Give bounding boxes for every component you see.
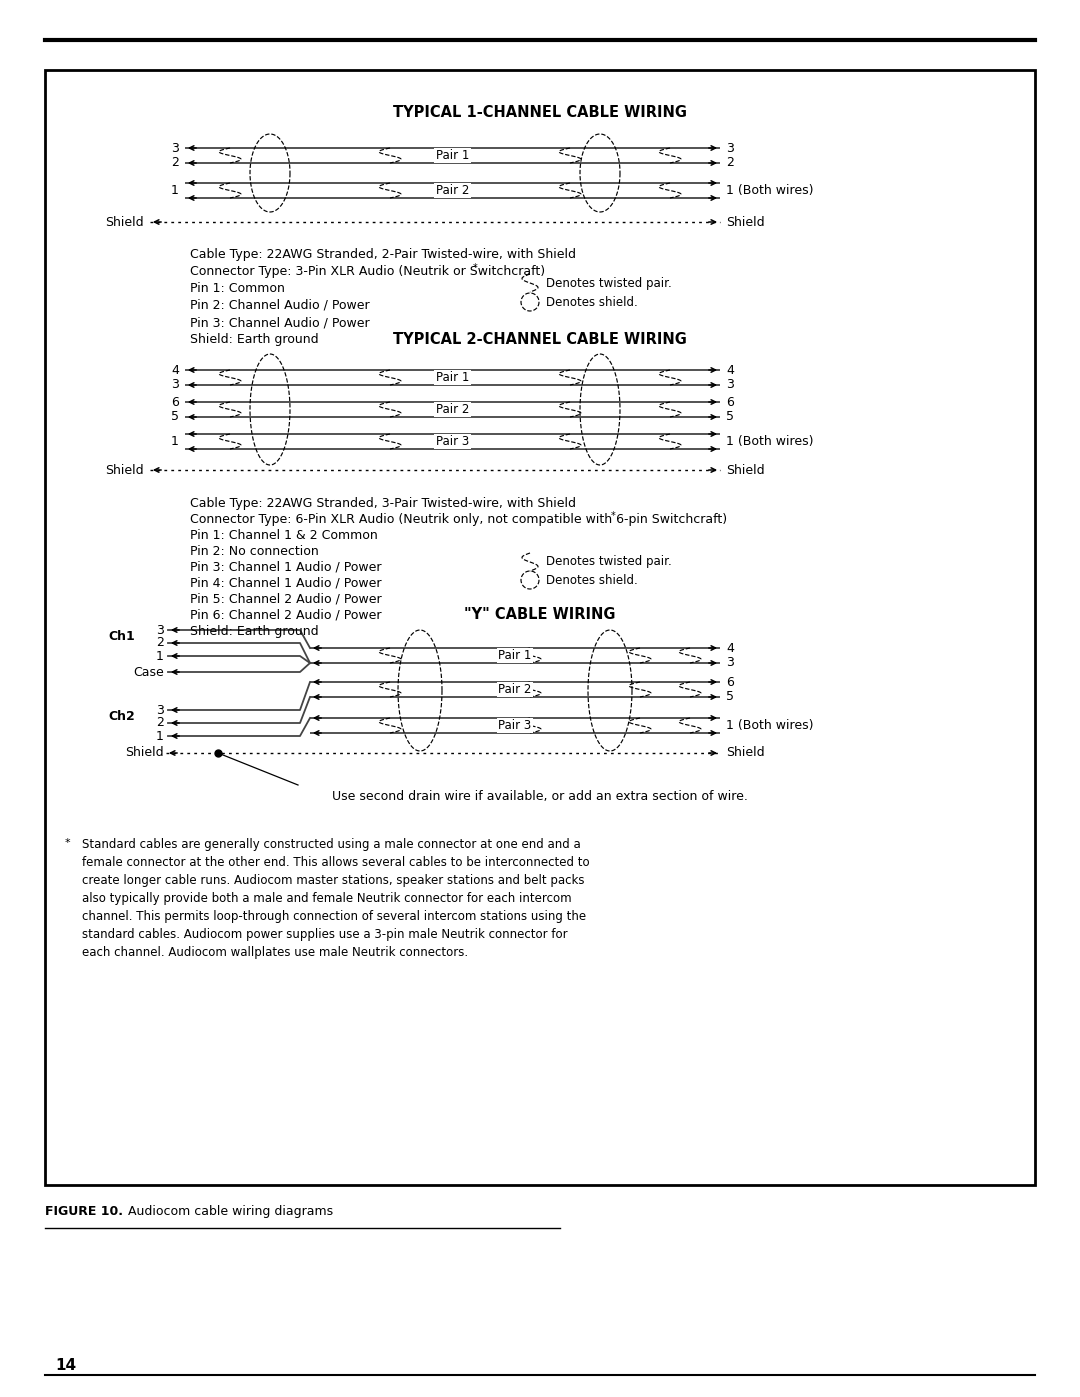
Text: 3: 3 bbox=[171, 379, 179, 391]
Text: Pair 1: Pair 1 bbox=[436, 372, 469, 384]
Text: 2: 2 bbox=[171, 156, 179, 169]
Text: Pin 6: Channel 2 Audio / Power: Pin 6: Channel 2 Audio / Power bbox=[190, 609, 381, 622]
Text: 3: 3 bbox=[726, 657, 734, 669]
Text: Shield: Shield bbox=[106, 215, 144, 229]
Text: Pin 4: Channel 1 Audio / Power: Pin 4: Channel 1 Audio / Power bbox=[190, 577, 381, 590]
Text: Shield: Shield bbox=[106, 464, 144, 476]
Text: Pair 2: Pair 2 bbox=[436, 402, 469, 416]
Text: Pin 1: Channel 1 & 2 Common: Pin 1: Channel 1 & 2 Common bbox=[190, 529, 378, 542]
Text: Ch2: Ch2 bbox=[108, 710, 135, 724]
Text: Denotes twisted pair.: Denotes twisted pair. bbox=[546, 556, 672, 569]
Text: 1: 1 bbox=[157, 650, 164, 662]
Text: Pin 3: Channel Audio / Power: Pin 3: Channel Audio / Power bbox=[190, 316, 369, 330]
Text: Cable Type: 22AWG Stranded, 3-Pair Twisted-wire, with Shield: Cable Type: 22AWG Stranded, 3-Pair Twist… bbox=[190, 497, 576, 510]
Text: Shield: Shield bbox=[726, 464, 765, 476]
Text: 6: 6 bbox=[726, 395, 734, 408]
Text: Shield: Shield bbox=[726, 215, 765, 229]
Text: 2: 2 bbox=[157, 717, 164, 729]
Text: Pair 2: Pair 2 bbox=[498, 683, 531, 696]
Text: Pin 5: Channel 2 Audio / Power: Pin 5: Channel 2 Audio / Power bbox=[190, 592, 381, 606]
Text: *: * bbox=[611, 511, 616, 521]
Text: Connector Type: 6-Pin XLR Audio (Neutrik only, not compatible with 6-pin Switchc: Connector Type: 6-Pin XLR Audio (Neutrik… bbox=[190, 513, 727, 527]
Text: Pin 1: Common: Pin 1: Common bbox=[190, 282, 285, 295]
Text: 3: 3 bbox=[171, 141, 179, 155]
Text: 2: 2 bbox=[726, 156, 734, 169]
Text: Use second drain wire if available, or add an extra section of wire.: Use second drain wire if available, or a… bbox=[332, 789, 748, 803]
Text: 4: 4 bbox=[726, 363, 734, 377]
Text: Standard cables are generally constructed using a male connector at one end and : Standard cables are generally constructe… bbox=[82, 838, 590, 958]
Text: 4: 4 bbox=[171, 363, 179, 377]
Text: 2: 2 bbox=[157, 637, 164, 650]
Text: Pin 3: Channel 1 Audio / Power: Pin 3: Channel 1 Audio / Power bbox=[190, 562, 381, 574]
Text: 3: 3 bbox=[157, 623, 164, 637]
Text: 3: 3 bbox=[157, 704, 164, 717]
Text: 6: 6 bbox=[726, 676, 734, 689]
Text: Connector Type: 3-Pin XLR Audio (Neutrik or Switchcraft): Connector Type: 3-Pin XLR Audio (Neutrik… bbox=[190, 265, 545, 278]
Text: 5: 5 bbox=[726, 411, 734, 423]
Text: 3: 3 bbox=[726, 379, 734, 391]
Text: Shield: Earth ground: Shield: Earth ground bbox=[190, 624, 319, 638]
Text: 1: 1 bbox=[171, 434, 179, 448]
Text: 1 (Both wires): 1 (Both wires) bbox=[726, 719, 813, 732]
Text: Cable Type: 22AWG Stranded, 2-Pair Twisted-wire, with Shield: Cable Type: 22AWG Stranded, 2-Pair Twist… bbox=[190, 249, 576, 261]
Text: 6: 6 bbox=[171, 395, 179, 408]
Text: Shield: Earth ground: Shield: Earth ground bbox=[190, 332, 319, 346]
Text: Pair 3: Pair 3 bbox=[498, 719, 531, 732]
Text: TYPICAL 1-CHANNEL CABLE WIRING: TYPICAL 1-CHANNEL CABLE WIRING bbox=[393, 105, 687, 120]
Text: Denotes shield.: Denotes shield. bbox=[546, 296, 638, 309]
Text: 3: 3 bbox=[726, 141, 734, 155]
Text: *: * bbox=[65, 838, 70, 848]
Text: Denotes twisted pair.: Denotes twisted pair. bbox=[546, 277, 672, 289]
Text: 14: 14 bbox=[55, 1358, 76, 1373]
Text: Denotes shield.: Denotes shield. bbox=[546, 574, 638, 587]
Text: Pair 3: Pair 3 bbox=[436, 434, 469, 448]
Text: Audiocom cable wiring diagrams: Audiocom cable wiring diagrams bbox=[120, 1206, 333, 1218]
Bar bbox=[45, 70, 1035, 1185]
Text: 5: 5 bbox=[726, 690, 734, 704]
Text: 1: 1 bbox=[157, 729, 164, 742]
Text: Ch1: Ch1 bbox=[108, 630, 135, 643]
Text: 1 (Both wires): 1 (Both wires) bbox=[726, 184, 813, 197]
Text: Shield: Shield bbox=[726, 746, 765, 760]
Text: Pair 1: Pair 1 bbox=[498, 650, 531, 662]
Text: Case: Case bbox=[133, 665, 164, 679]
Text: Shield: Shield bbox=[125, 746, 164, 760]
Text: Pin 2: No connection: Pin 2: No connection bbox=[190, 545, 319, 557]
Text: "Y" CABLE WIRING: "Y" CABLE WIRING bbox=[464, 608, 616, 622]
Text: 1: 1 bbox=[171, 184, 179, 197]
Text: Pair 2: Pair 2 bbox=[436, 184, 469, 197]
Text: *: * bbox=[473, 263, 477, 272]
Text: FIGURE 10.: FIGURE 10. bbox=[45, 1206, 123, 1218]
Text: Pair 1: Pair 1 bbox=[436, 149, 469, 162]
Text: TYPICAL 2-CHANNEL CABLE WIRING: TYPICAL 2-CHANNEL CABLE WIRING bbox=[393, 332, 687, 346]
Text: 1 (Both wires): 1 (Both wires) bbox=[726, 434, 813, 448]
Text: 4: 4 bbox=[726, 641, 734, 655]
Text: 5: 5 bbox=[171, 411, 179, 423]
Text: Pin 2: Channel Audio / Power: Pin 2: Channel Audio / Power bbox=[190, 299, 369, 312]
